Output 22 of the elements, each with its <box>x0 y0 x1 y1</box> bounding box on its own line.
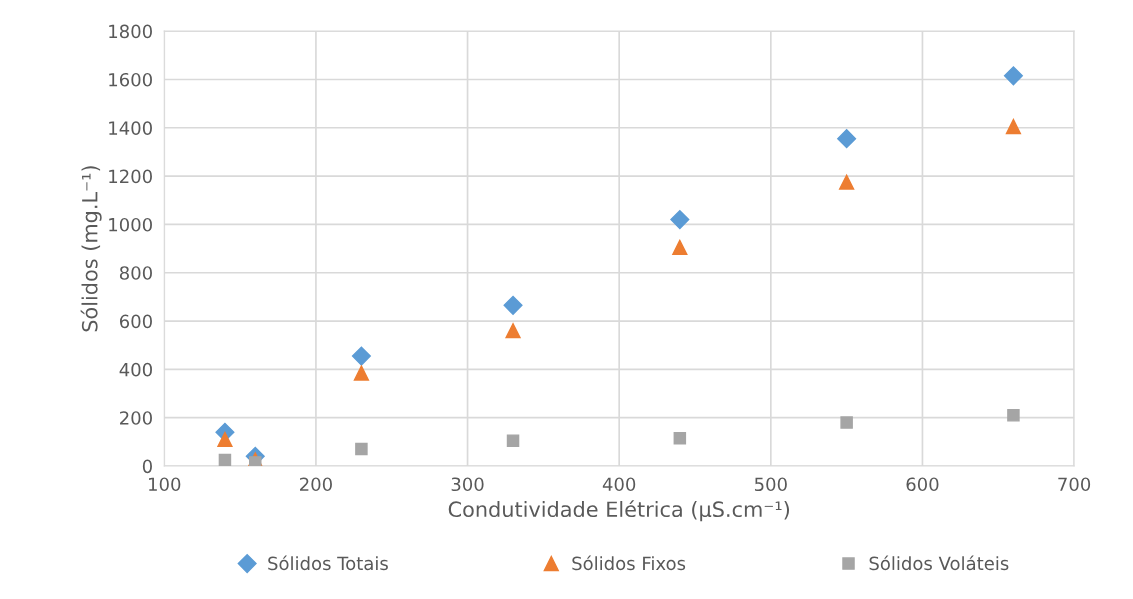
y-tick-label: 1000 <box>109 217 152 232</box>
x-tick-label: 300 <box>451 477 484 492</box>
x-tick-label: 100 <box>149 477 181 492</box>
x-axis-title: Condutividade Elétrica (µS.cm⁻¹) <box>448 500 790 522</box>
y-tick-label: 200 <box>120 411 152 425</box>
legend-label: Sólidos Totais <box>268 555 388 571</box>
legend-label: Sólidos Fixos <box>572 555 686 571</box>
y-tick-label: 800 <box>119 266 152 280</box>
x-tick-label: 700 <box>1058 477 1091 492</box>
x-tick-label: 200 <box>300 477 332 492</box>
y-tick-label: 1400 <box>109 121 152 135</box>
y-tick-label: 1200 <box>109 169 152 184</box>
x-tick-label: 500 <box>754 477 787 492</box>
y-tick-label: 400 <box>119 362 152 377</box>
x-tick-label: 400 <box>602 477 636 492</box>
y-tick-label: 0 <box>142 459 152 474</box>
y-axis-title: Sólidos (mg.L⁻¹) <box>80 166 102 332</box>
y-tick-label: 1800 <box>109 24 152 39</box>
y-tick-label: 1600 <box>109 72 152 87</box>
x-tick-label: 600 <box>906 477 939 492</box>
legend-label: Sólidos Voláteis <box>869 555 1009 571</box>
y-tick-label: 600 <box>119 314 152 329</box>
